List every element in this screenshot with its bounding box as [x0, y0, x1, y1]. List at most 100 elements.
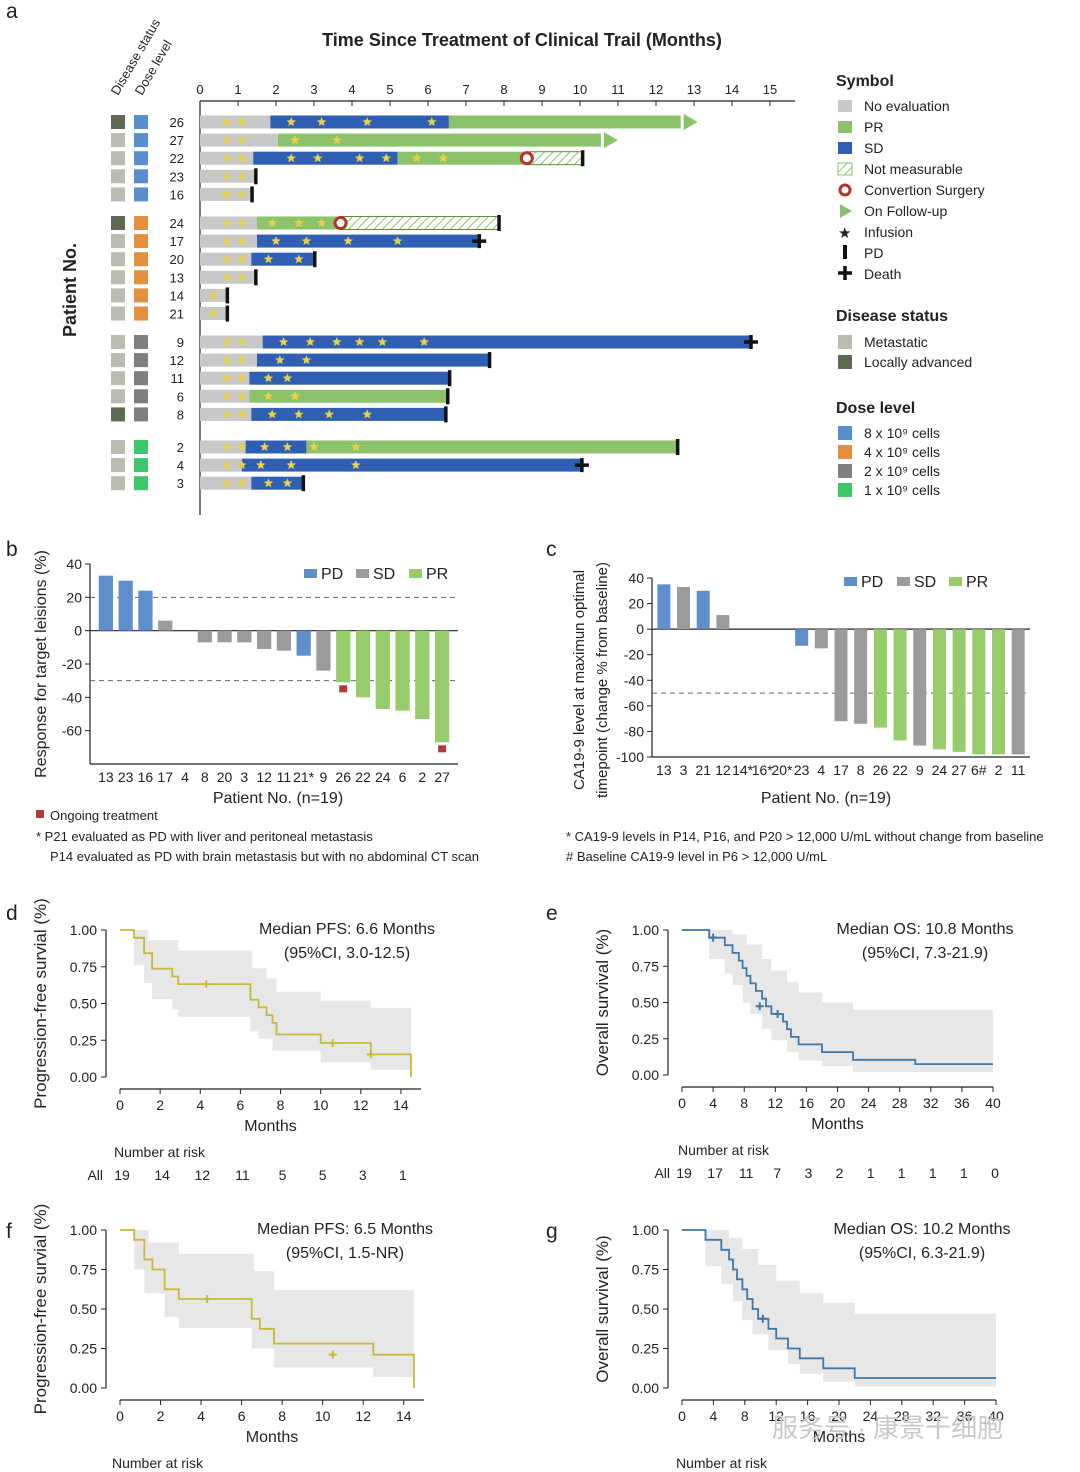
- waterfall-bar-24: [932, 629, 946, 750]
- legend-not-measurable: Not measurable: [864, 161, 963, 177]
- swimmer-segment-sd: [249, 371, 449, 385]
- km-xtick-label: 40: [985, 1095, 1001, 1111]
- waterfall-b-note-1: Ongoing treatment: [50, 808, 158, 823]
- waterfall-legend-label: SD: [373, 566, 395, 583]
- disease-status-marker: [111, 270, 125, 285]
- disease-status-marker: [111, 458, 125, 473]
- km-at-risk-count: 1: [960, 1165, 968, 1181]
- dose-level-marker: [134, 407, 148, 422]
- km-ytick-label: 0.00: [70, 1069, 97, 1085]
- infusion-star: [237, 254, 247, 264]
- infusion-star: [354, 337, 365, 346]
- waterfall-ytick-label: -100: [616, 749, 644, 765]
- swimmer-tick-label: 12: [649, 82, 663, 97]
- dose-level-marker: [134, 216, 148, 230]
- infusion-star: [237, 355, 247, 365]
- waterfall-b-note-2: * P21 evaluated as PD with liver and per…: [36, 829, 373, 844]
- panel-label-b: b: [6, 538, 18, 561]
- km-ytick-label: 0.00: [632, 1067, 659, 1083]
- waterfall-xlabel: Patient No. (n=19): [761, 790, 891, 807]
- swimmer-segment-sd: [241, 458, 582, 472]
- legend-symbol-title: Symbol: [836, 73, 894, 90]
- swimmer-tick-label: 10: [573, 82, 587, 97]
- dose-level-marker: [134, 115, 148, 129]
- waterfall-ytick-label: 40: [628, 570, 644, 586]
- pd-marker: [301, 475, 306, 492]
- waterfall-bar-8: [197, 630, 212, 643]
- ongoing-treatment-marker: [339, 685, 348, 693]
- km-confidence-band: [682, 930, 993, 1073]
- km-survival-curve: [120, 929, 412, 1077]
- waterfall-category-label: 20*: [771, 762, 793, 778]
- infusion-star: [332, 337, 342, 346]
- waterfall-legend-label: PD: [321, 566, 343, 583]
- waterfall-legend-swatch: [949, 577, 962, 586]
- legend-death: Death: [864, 266, 901, 282]
- legend-sd-swatch: [838, 142, 852, 154]
- disease-status-marker: [111, 216, 125, 230]
- waterfall-bar-9: [316, 630, 331, 671]
- disease-status-marker: [111, 252, 125, 267]
- on-follow-up-arrow: [683, 114, 698, 130]
- km-ytick-label: 1.00: [70, 1222, 97, 1238]
- waterfall-category-label: 20: [217, 769, 233, 785]
- dose-level-marker: [134, 234, 148, 249]
- waterfall-category-label: 11: [1011, 762, 1026, 778]
- waterfall-bar-22: [355, 630, 371, 698]
- km-ci-text: (95%CI, 7.3-21.9): [862, 945, 988, 962]
- patient-id-label: 2: [177, 440, 184, 455]
- waterfall-category-label: 27: [434, 769, 450, 785]
- infusion-star: [282, 478, 293, 488]
- waterfall-category-label: 22: [355, 769, 371, 785]
- km-xtick-label: 24: [863, 1408, 879, 1424]
- waterfall-ytick-label: 0: [636, 621, 644, 637]
- km-xtick-label: 4: [709, 1095, 717, 1111]
- infusion-star: [221, 355, 232, 365]
- pd-marker: [313, 251, 317, 268]
- km-at-risk-count: 2: [836, 1165, 844, 1181]
- waterfall-category-label: 9: [320, 769, 328, 785]
- swimmer-segment-sd: [251, 407, 446, 421]
- disease-status-marker: [111, 476, 125, 491]
- death-marker: [744, 335, 758, 349]
- km-xtick-label: 6: [238, 1408, 246, 1424]
- swimmer-tick-label: 11: [611, 82, 625, 97]
- km-at-risk-count: 7: [773, 1165, 781, 1181]
- km-survival-curve: [682, 929, 993, 1065]
- km-censor-mark: [758, 1314, 767, 1323]
- km-ytick-label: 0.25: [632, 1341, 659, 1357]
- km-ytick-label: 0.50: [70, 1301, 97, 1317]
- infusion-star: [278, 337, 289, 346]
- swimmer-tick-label: 8: [500, 82, 507, 97]
- convertion-surgery-marker: [519, 151, 534, 166]
- km-xlabel: Months: [813, 1429, 865, 1446]
- legend-not-measurable-swatch: [837, 162, 853, 176]
- disease-status-marker: [111, 440, 125, 454]
- km-pfs-subset: 1.00 0.75 0.50 0.25 0.00 0 2 4 6 8 10 12 14 Median PF…: [31, 1204, 433, 1471]
- km-risk-title: Number at risk: [676, 1455, 768, 1471]
- km-ytick-label: 0.25: [70, 1341, 97, 1357]
- km-at-risk-count: 1: [929, 1165, 937, 1181]
- legend-no-evaluation-swatch: [838, 100, 852, 112]
- km-xtick-label: 0: [678, 1095, 686, 1111]
- pd-marker: [225, 305, 230, 322]
- pd-marker: [225, 287, 230, 304]
- pd-marker: [497, 215, 501, 231]
- km-survival-curve: [682, 1229, 996, 1379]
- infusion-star: [290, 135, 300, 145]
- patient-id-label: 13: [170, 270, 184, 285]
- infusion-star: [377, 337, 388, 346]
- waterfall-c-note-1: * CA19-9 levels in P14, P16, and P20 > 1…: [566, 829, 1044, 844]
- waterfall-ytick-label: -20: [62, 656, 82, 672]
- km-xtick-label: 36: [954, 1095, 970, 1111]
- km-censor-mark: [709, 933, 718, 942]
- km-xtick-label: 4: [710, 1408, 718, 1424]
- km-xtick-label: 0: [678, 1408, 686, 1424]
- km-confidence-band: [120, 930, 411, 1070]
- waterfall-category-label: 21*: [293, 769, 315, 785]
- km-confidence-band: [120, 1230, 414, 1377]
- waterfall-category-label: 23: [118, 769, 134, 785]
- infusion-star: [438, 153, 448, 163]
- km-xtick-label: 10: [313, 1097, 329, 1113]
- swimmer-tick-label: 6: [424, 82, 431, 97]
